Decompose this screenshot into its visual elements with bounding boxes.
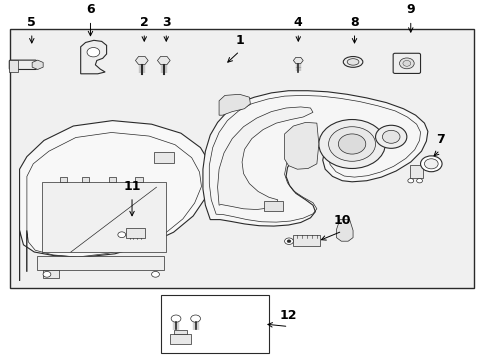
Ellipse shape <box>346 59 358 65</box>
Circle shape <box>171 315 181 322</box>
Ellipse shape <box>343 57 362 67</box>
Bar <box>135 177 143 182</box>
Bar <box>108 177 116 182</box>
Circle shape <box>399 58 413 69</box>
Bar <box>41 182 166 252</box>
Bar <box>293 235 320 246</box>
Text: 2: 2 <box>140 16 148 29</box>
Polygon shape <box>203 91 427 226</box>
Text: 12: 12 <box>279 309 297 322</box>
Bar <box>409 165 423 178</box>
Text: 1: 1 <box>235 34 244 47</box>
Bar <box>37 256 163 270</box>
Text: 11: 11 <box>123 180 141 193</box>
Polygon shape <box>219 94 250 115</box>
Circle shape <box>382 130 399 143</box>
Circle shape <box>284 238 293 244</box>
Circle shape <box>416 179 422 183</box>
Bar <box>60 177 67 182</box>
Circle shape <box>87 48 100 57</box>
Circle shape <box>318 120 385 168</box>
Text: 5: 5 <box>27 16 36 29</box>
Polygon shape <box>284 122 318 169</box>
Text: 10: 10 <box>333 214 350 227</box>
Polygon shape <box>217 107 312 210</box>
Circle shape <box>338 134 365 154</box>
Bar <box>10 29 473 288</box>
Bar <box>126 228 144 238</box>
Circle shape <box>118 232 125 238</box>
Circle shape <box>424 159 437 169</box>
Text: 3: 3 <box>162 16 170 29</box>
Text: 8: 8 <box>349 16 358 29</box>
Circle shape <box>375 125 406 148</box>
Bar <box>9 60 18 72</box>
Bar <box>154 152 173 163</box>
Circle shape <box>43 271 51 277</box>
Bar <box>264 201 282 211</box>
Circle shape <box>190 315 200 322</box>
Polygon shape <box>20 121 212 281</box>
Text: 7: 7 <box>435 133 444 146</box>
FancyBboxPatch shape <box>392 53 420 73</box>
Circle shape <box>286 240 290 243</box>
Circle shape <box>151 271 159 277</box>
Bar <box>170 334 190 344</box>
Polygon shape <box>336 220 352 241</box>
Text: 4: 4 <box>293 16 302 29</box>
Bar <box>81 177 89 182</box>
Polygon shape <box>81 40 106 74</box>
Circle shape <box>407 179 413 183</box>
Bar <box>161 295 268 353</box>
Circle shape <box>420 156 441 172</box>
Bar <box>174 330 186 334</box>
FancyBboxPatch shape <box>9 60 37 69</box>
Text: 9: 9 <box>406 3 414 16</box>
Text: 6: 6 <box>86 3 95 16</box>
Circle shape <box>328 127 375 161</box>
Bar <box>43 270 59 278</box>
Circle shape <box>402 60 410 66</box>
